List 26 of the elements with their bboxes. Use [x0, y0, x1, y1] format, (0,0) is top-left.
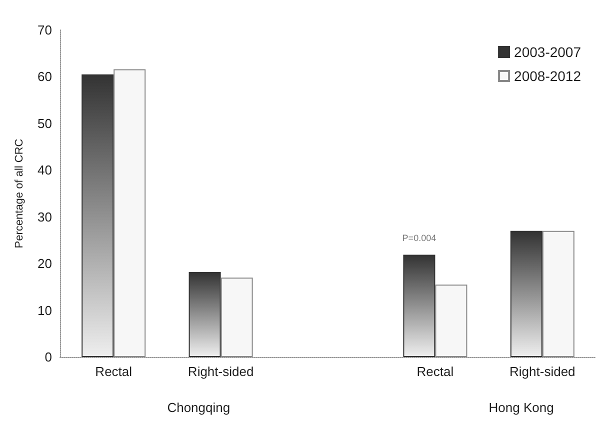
legend-label: 2008-2012	[514, 68, 582, 84]
bar	[510, 230, 542, 357]
bar	[435, 284, 468, 357]
y-tick-label: 30	[38, 209, 52, 224]
y-tick-label: 40	[38, 162, 52, 178]
bar	[114, 69, 146, 357]
y-tick-label: 50	[38, 116, 52, 131]
y-tick-label: 60	[38, 69, 52, 84]
x-tick-label: Right-sided	[510, 364, 576, 379]
y-tick-label: 10	[38, 302, 52, 318]
x-tick-label: Rectal	[95, 364, 132, 379]
bar	[403, 254, 436, 357]
x-tick-label: Rectal	[416, 364, 454, 379]
bar	[188, 272, 221, 357]
y-tick-label: 20	[38, 256, 52, 272]
annotation: P=0.004	[402, 233, 436, 244]
bar	[220, 278, 253, 357]
bar	[82, 74, 114, 357]
text: Hong Kong	[488, 400, 554, 415]
bar	[542, 230, 574, 357]
text: Chongqing	[167, 400, 230, 415]
y-axis-title: Percentage of all CRC	[14, 138, 26, 248]
y-tick-label: 70	[38, 22, 52, 38]
legend-label: 2003-2007	[514, 44, 582, 60]
y-tick-label: 0	[44, 350, 52, 364]
x-tick-label: Right-sided	[188, 364, 254, 379]
